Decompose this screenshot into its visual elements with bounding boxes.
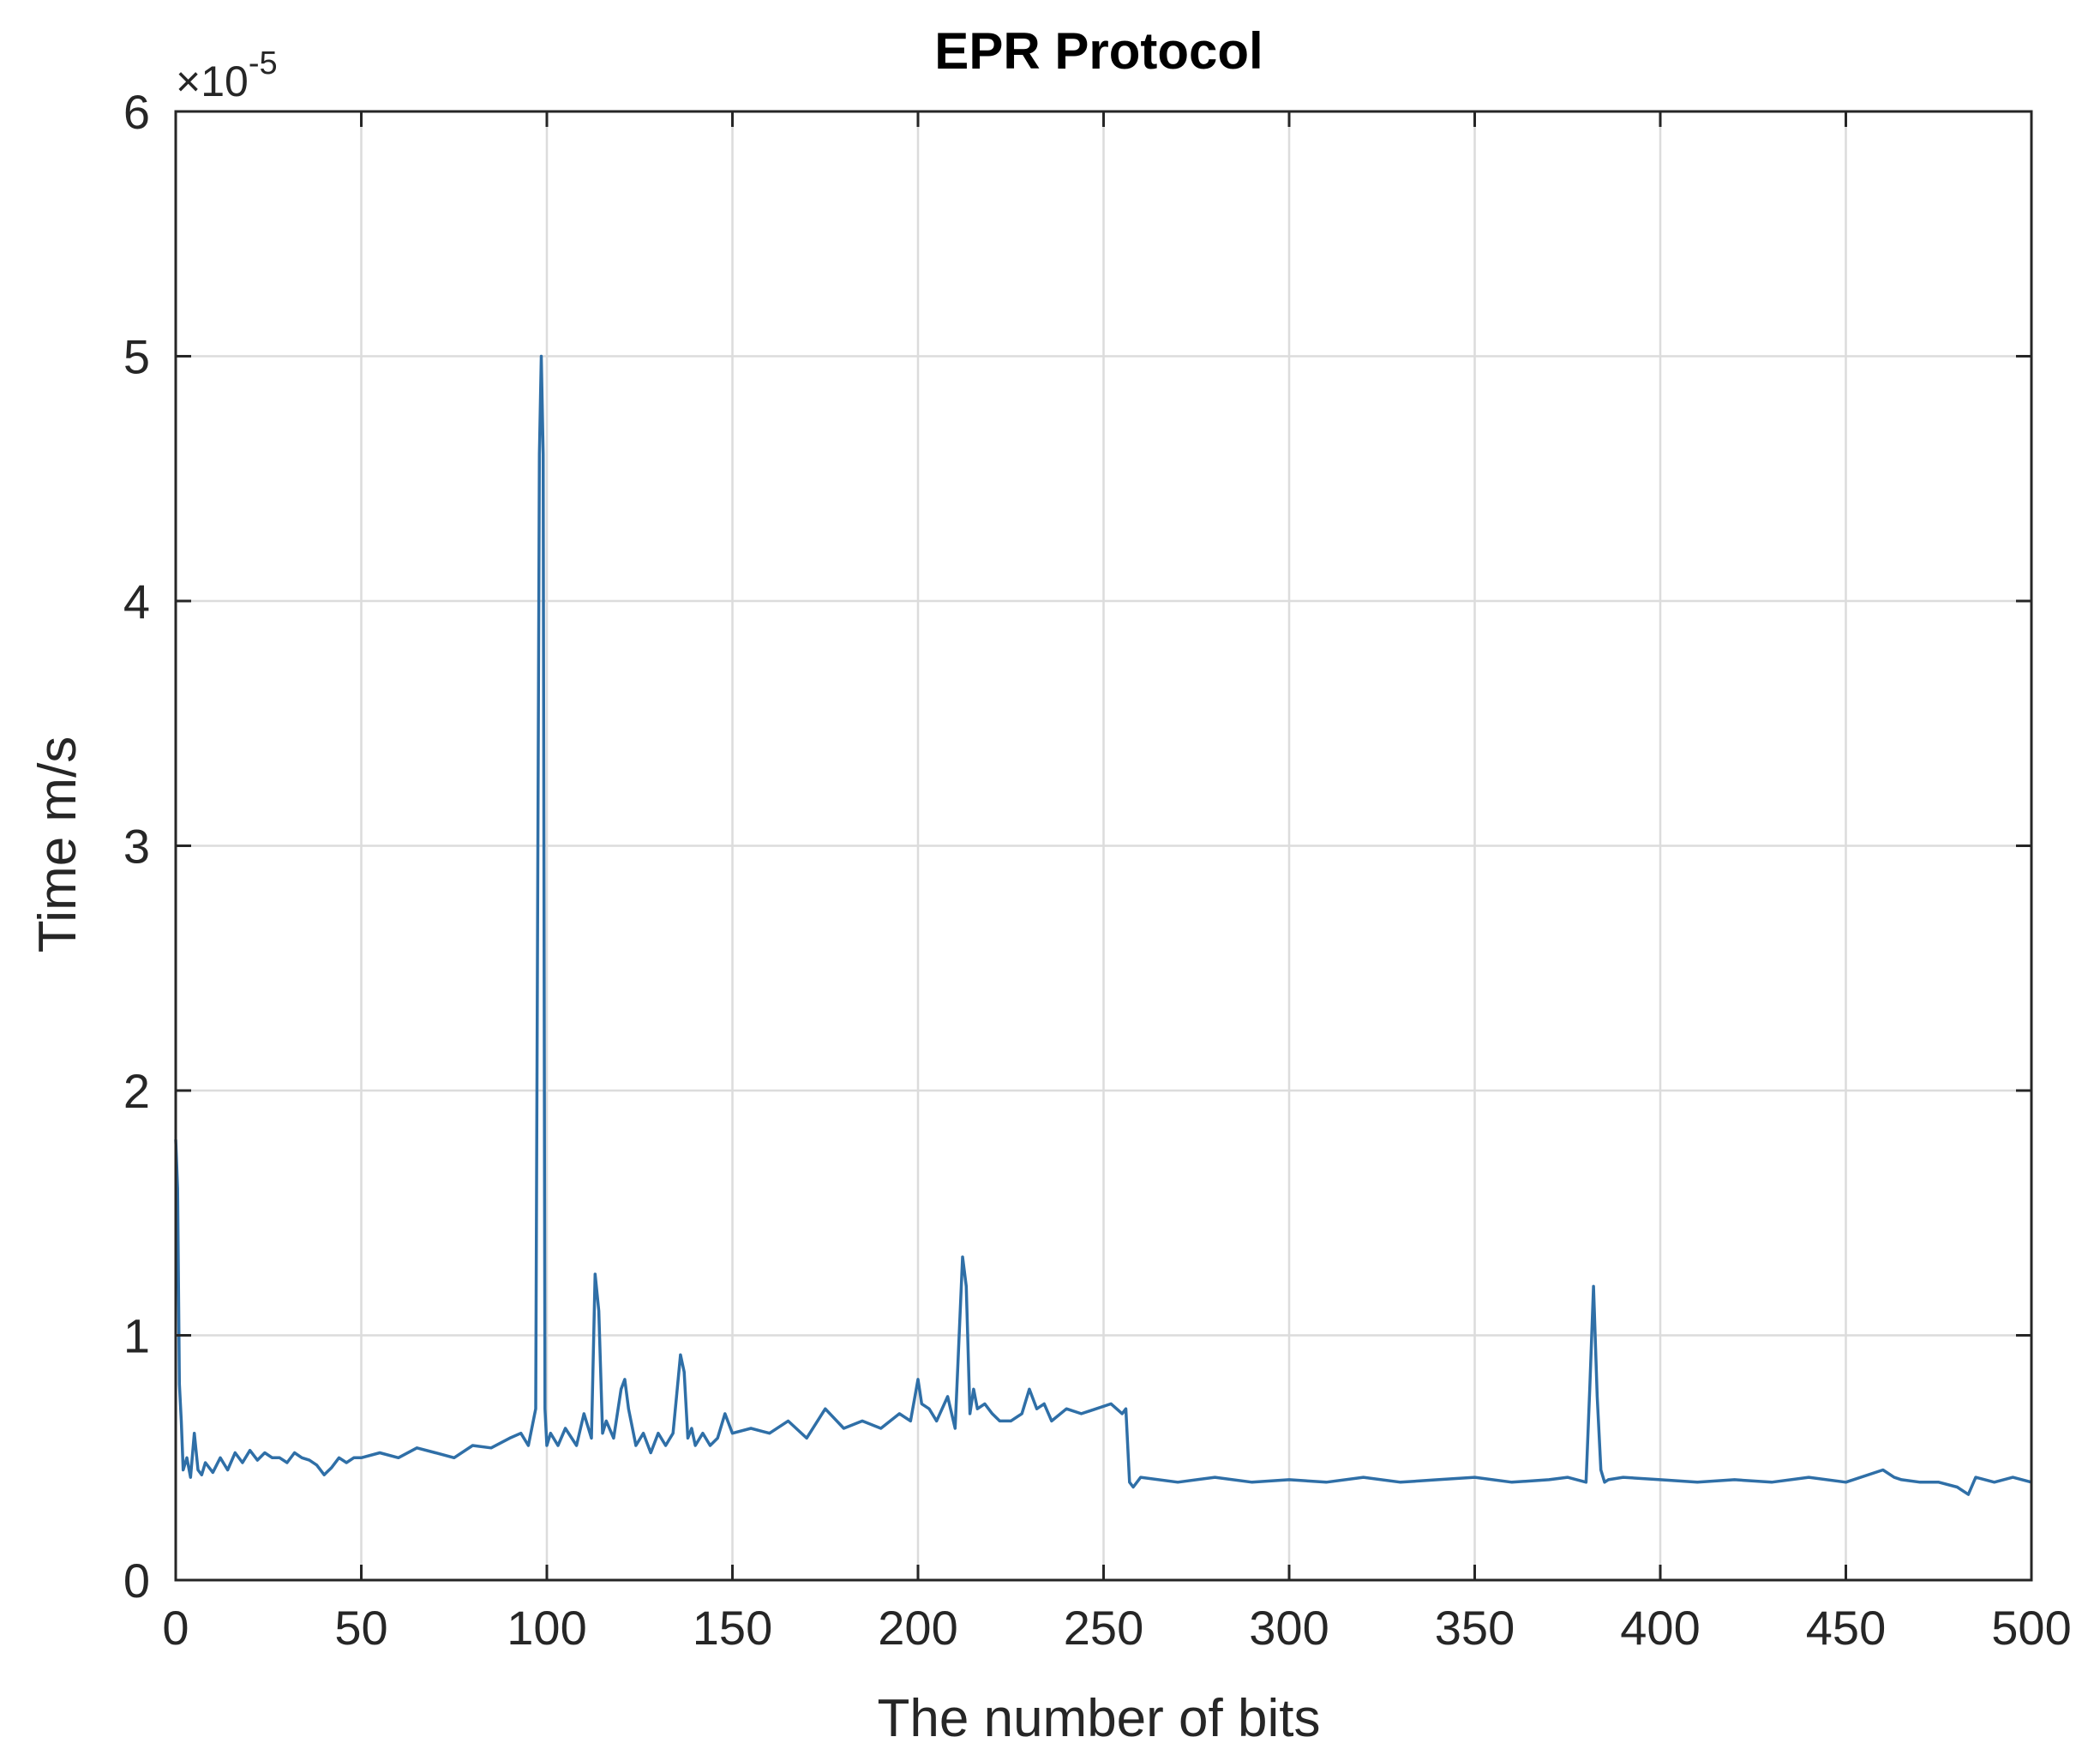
x-tick-label: 150 xyxy=(693,1601,772,1655)
x-tick-label: 50 xyxy=(334,1601,387,1655)
data-series-layer xyxy=(174,354,2032,1496)
x-tick-label: 200 xyxy=(878,1601,957,1655)
y-tick-label: 2 xyxy=(123,1064,150,1118)
y-axis-label: Time m/s xyxy=(28,736,87,953)
chart-title: EPR Protocol xyxy=(934,22,1263,80)
x-tick-label: 450 xyxy=(1806,1601,1886,1655)
y-exponent-label: ×10-5 xyxy=(176,45,278,105)
exponent-base: ×10 xyxy=(176,57,249,105)
data-series-line xyxy=(174,354,2032,1496)
x-tick-label: 250 xyxy=(1064,1601,1143,1655)
x-tick-label: 400 xyxy=(1620,1601,1700,1655)
grid-lines xyxy=(176,111,2031,1580)
x-tick-label: 0 xyxy=(162,1601,189,1655)
y-tick-label: 1 xyxy=(123,1309,150,1363)
y-tick-label: 4 xyxy=(123,574,150,628)
x-axis-label: The number of bits xyxy=(878,1689,1321,1748)
exponent-power: -5 xyxy=(249,45,278,81)
y-tick-label: 6 xyxy=(123,85,150,139)
x-tick-label: 350 xyxy=(1435,1601,1515,1655)
x-tick-label: 100 xyxy=(507,1601,586,1655)
x-tick-label: 300 xyxy=(1249,1601,1329,1655)
y-tick-label: 3 xyxy=(123,820,150,874)
x-tick-label: 500 xyxy=(1991,1601,2071,1655)
tick-labels: 0 50 100 150 200 250 300 350 400 450 500 0 1 2 3 4 5 6 xyxy=(123,85,2072,1655)
y-tick-label: 0 xyxy=(123,1554,150,1608)
axes-frame xyxy=(174,110,2033,1582)
y-tick-label: 5 xyxy=(123,330,150,384)
